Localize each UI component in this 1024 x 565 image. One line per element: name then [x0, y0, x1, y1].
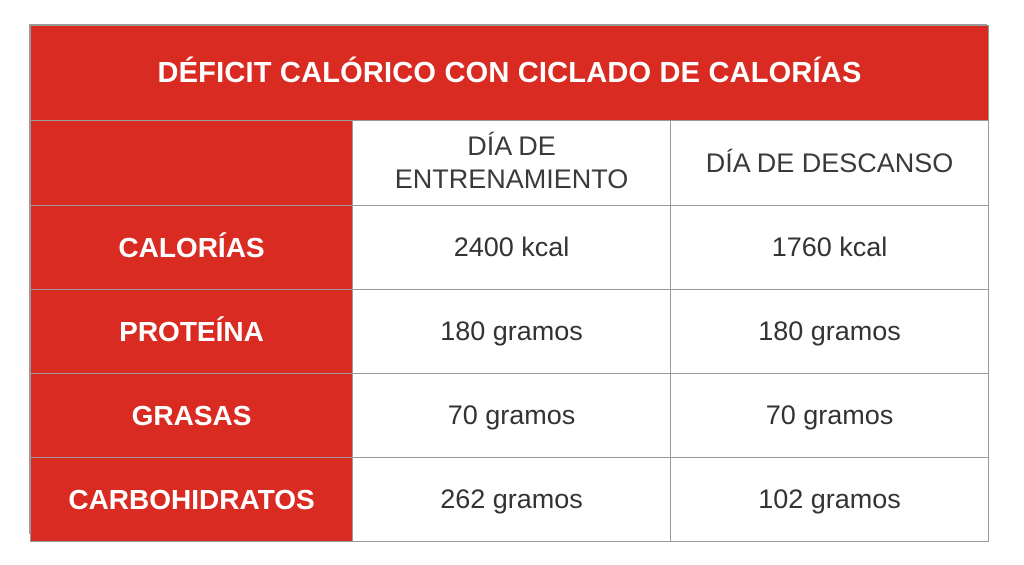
- table-row: GRASAS 70 gramos 70 gramos: [30, 373, 989, 458]
- training-value-proteina: 180 gramos: [352, 289, 671, 374]
- calorie-cycling-table: DÉFICIT CALÓRICO CON CICLADO DE CALORÍAS…: [30, 25, 989, 542]
- rest-value-calorias: 1760 kcal: [670, 205, 989, 290]
- training-value-carbohidratos: 262 gramos: [352, 457, 671, 542]
- table-row: PROTEÍNA 180 gramos 180 gramos: [30, 289, 989, 374]
- table-title-row: DÉFICIT CALÓRICO CON CICLADO DE CALORÍAS: [30, 25, 989, 121]
- calorie-cycling-table-container: DÉFICIT CALÓRICO CON CICLADO DE CALORÍAS…: [29, 24, 989, 542]
- training-value-calorias: 2400 kcal: [352, 205, 671, 290]
- training-value-grasas: 70 gramos: [352, 373, 671, 458]
- rest-value-proteina: 180 gramos: [670, 289, 989, 374]
- rest-value-carbohidratos: 102 gramos: [670, 457, 989, 542]
- row-label-grasas: GRASAS: [30, 373, 353, 458]
- row-label-proteina: PROTEÍNA: [30, 289, 353, 374]
- column-header-row: DÍA DE ENTRENAMIENTO DÍA DE DESCANSO: [30, 120, 989, 206]
- table-title: DÉFICIT CALÓRICO CON CICLADO DE CALORÍAS: [30, 25, 989, 121]
- training-day-header-label: DÍA DE ENTRENAMIENTO: [394, 131, 629, 194]
- training-day-header: DÍA DE ENTRENAMIENTO: [352, 120, 671, 206]
- empty-header-cell: [30, 120, 353, 206]
- table-row: CARBOHIDRATOS 262 gramos 102 gramos: [30, 457, 989, 542]
- table-row: CALORÍAS 2400 kcal 1760 kcal: [30, 205, 989, 290]
- row-label-calorias: CALORÍAS: [30, 205, 353, 290]
- rest-day-header: DÍA DE DESCANSO: [670, 120, 989, 206]
- row-label-carbohidratos: CARBOHIDRATOS: [30, 457, 353, 542]
- rest-value-grasas: 70 gramos: [670, 373, 989, 458]
